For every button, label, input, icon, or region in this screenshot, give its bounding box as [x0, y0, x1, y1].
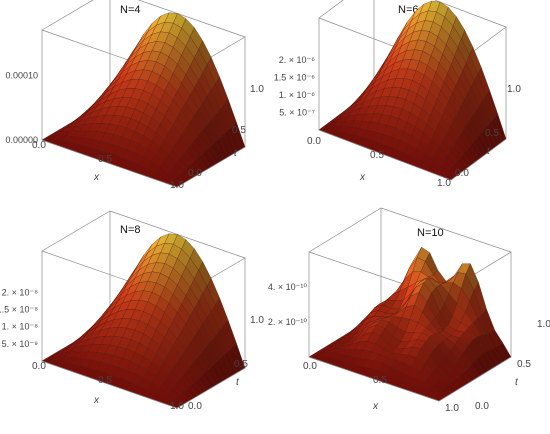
z-tick-label: 2. × 10⁻⁶: [279, 55, 316, 65]
t-tick-label: 0.5: [517, 359, 531, 370]
x-tick-label: 1.0: [170, 180, 184, 191]
t-axis-label: t: [236, 377, 240, 388]
surface-plot: 0.0 0.5 1.0 0.0 0.5 1.0 x t 5. × 10⁻⁷ 1. × 10⁻⁶ 1.…: [274, 0, 521, 189]
chart-title: N=4: [120, 4, 141, 16]
box-front-edge: [308, 356, 440, 402]
chart-panel-n4: N=4 0.0 0.5 1.0 0.0 0.5 1.0 x t 0.00000 0.00010: [0, 0, 275, 217]
z-tick-label: 1. × 10⁻⁸: [2, 322, 39, 332]
z-tick-label: 0.00010: [5, 70, 38, 80]
x-tick-label: 0.5: [98, 154, 112, 165]
x-axis-label: x: [359, 172, 366, 183]
z-tick-label: 5. × 10⁻⁹: [2, 339, 39, 349]
z-tick-label: 2. × 10⁻⁸: [2, 287, 39, 297]
box-front-edge: [41, 360, 178, 409]
x-tick-label: 1.0: [437, 178, 451, 189]
x-axis-label: x: [372, 401, 379, 412]
surface-plot: 0.0 0.5 1.0 0.0 0.5 1.0 x t 0.00000 0.00010: [5, 0, 264, 191]
t-tick-label: 0.5: [234, 359, 248, 370]
box-front-edge: [318, 129, 452, 181]
chart-title: N=10: [417, 227, 444, 239]
box-front-edges: [41, 360, 246, 409]
surface-plot: 0.0 0.5 1.0 0.0 0.5 1.0 x t 2. × 10⁻¹⁰ 4. × 10⁻¹⁰: [268, 207, 550, 414]
z-tick-label: 5. × 10⁻⁷: [279, 108, 315, 118]
surface-mesh: [318, 0, 507, 181]
box-front-edges: [308, 356, 512, 402]
box-front-edge: [41, 139, 178, 188]
z-tick-label: 1.5 × 10⁻⁸: [0, 304, 38, 314]
t-tick-label: 0.5: [232, 125, 246, 136]
t-tick-label: 1.0: [537, 319, 550, 330]
box-front-edges: [41, 139, 246, 188]
t-tick-label: 1.0: [250, 84, 264, 95]
z-tick-label: 1.5 × 10⁻⁶: [274, 73, 316, 83]
t-tick-label: 0.0: [188, 168, 202, 179]
x-tick-label: 1.0: [445, 403, 459, 414]
x-tick-label: 0.0: [32, 361, 46, 372]
box-front-edges: [318, 129, 507, 181]
t-tick-label: 1.0: [507, 84, 521, 95]
surface-plot: 0.0 0.5 1.0 0.0 0.5 1.0 x t 5. × 10⁻⁹ 1. × 10⁻⁸ 1.…: [0, 210, 264, 412]
chart-panel-n8: N=8 0.0 0.5 1.0 0.0 0.5 1.0 x t 5. × 10⁻⁹ 1. × 10…: [0, 210, 275, 434]
chart-panel-n6: N=6 0.0 0.5 1.0 0.0 0.5 1.0 x t 5. × 10⁻⁷ 1. × 10…: [274, 0, 550, 217]
z-tick-label: 0.00000: [5, 135, 38, 145]
z-tick-label: 2. × 10⁻¹⁰: [268, 317, 308, 327]
chart-title: N=8: [120, 224, 141, 236]
box-front-edge: [438, 356, 512, 402]
x-tick-label: 0.0: [32, 140, 46, 151]
surface-mesh: [41, 12, 246, 188]
x-tick-label: 0.0: [303, 361, 317, 372]
surface-mesh: [308, 246, 512, 402]
t-tick-label: 0.0: [455, 168, 469, 179]
box-front-edge: [176, 367, 246, 409]
x-tick-label: 0.5: [98, 375, 112, 386]
t-tick-label: 1.0: [250, 315, 264, 326]
box-front-edge: [450, 138, 507, 181]
x-tick-label: 1.0: [170, 401, 184, 412]
chart-title: N=6: [398, 4, 419, 16]
t-axis-label: t: [234, 148, 238, 159]
t-axis-label: t: [487, 146, 491, 157]
box-front-edge: [176, 146, 246, 188]
surface-mesh: [41, 233, 246, 409]
x-tick-label: 0.0: [307, 136, 321, 147]
x-tick-label: 0.5: [373, 375, 387, 386]
x-tick-label: 0.5: [370, 150, 384, 161]
z-tick-label: 4. × 10⁻¹⁰: [268, 282, 308, 292]
chart-panel-n10: N=10 0.0 0.5 1.0 0.0 0.5 1.0 x t 2. × 10⁻¹⁰ 4. × …: [268, 207, 550, 434]
t-axis-label: t: [515, 377, 519, 388]
t-tick-label: 0.0: [475, 401, 489, 412]
t-tick-label: 0.5: [485, 128, 499, 139]
x-axis-label: x: [93, 172, 100, 183]
x-axis-label: x: [93, 395, 100, 406]
t-tick-label: 0.0: [188, 401, 202, 412]
z-tick-label: 1. × 10⁻⁶: [279, 90, 316, 100]
